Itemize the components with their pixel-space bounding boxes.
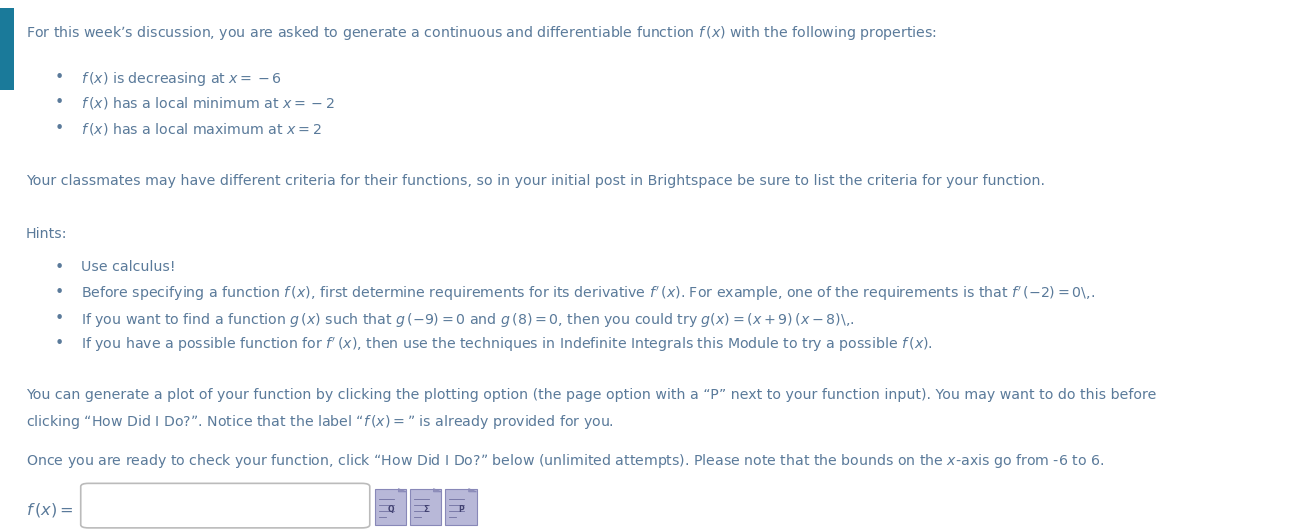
Text: Before specifying a function $f\,(x)$, first determine requirements for its deri: Before specifying a function $f\,(x)$, f… xyxy=(81,285,1095,303)
Text: Once you are ready to check your function, click “How Did I Do?” below (unlimite: Once you are ready to check your functio… xyxy=(26,452,1104,470)
Text: $f\,(x)$ has a local maximum at $x = 2$: $f\,(x)$ has a local maximum at $x = 2$ xyxy=(81,121,322,137)
Text: Q: Q xyxy=(388,505,393,514)
Text: $f\,(x)$ has a local minimum at $x = -2$: $f\,(x)$ has a local minimum at $x = -2$ xyxy=(81,95,335,111)
Text: $f\,(x)$ is decreasing at $x = -6$: $f\,(x)$ is decreasing at $x = -6$ xyxy=(81,70,281,88)
Text: •: • xyxy=(55,260,64,275)
FancyBboxPatch shape xyxy=(375,489,406,525)
Polygon shape xyxy=(398,489,406,492)
Text: clicking “How Did I Do?”. Notice that the label “$f\,(x) =$” is already provided: clicking “How Did I Do?”. Notice that th… xyxy=(26,413,615,431)
Text: You can generate a plot of your function by clicking the plotting option (the pa: You can generate a plot of your function… xyxy=(26,388,1156,402)
Text: P: P xyxy=(458,505,464,514)
Text: If you have a possible function for $f^{\prime}\,(x)$, then use the techniques i: If you have a possible function for $f^{… xyxy=(81,336,932,354)
Text: Hints:: Hints: xyxy=(26,227,68,241)
Text: •: • xyxy=(55,285,64,300)
Text: For this week’s discussion, you are asked to generate a continuous and different: For this week’s discussion, you are aske… xyxy=(26,24,937,42)
Text: •: • xyxy=(55,311,64,325)
Text: •: • xyxy=(55,121,64,136)
FancyBboxPatch shape xyxy=(445,489,477,525)
Polygon shape xyxy=(469,489,477,492)
Text: Σ: Σ xyxy=(423,505,428,514)
Text: •: • xyxy=(55,336,64,351)
Polygon shape xyxy=(434,489,441,492)
Text: $f\,(x) =$: $f\,(x) =$ xyxy=(26,501,74,519)
Text: •: • xyxy=(55,70,64,85)
FancyBboxPatch shape xyxy=(410,489,441,525)
Text: If you want to find a function $g\,(x)$ such that $g\,(-9) = 0$ and $g\,(8) = 0$: If you want to find a function $g\,(x)$ … xyxy=(81,311,854,329)
FancyBboxPatch shape xyxy=(0,8,14,90)
FancyBboxPatch shape xyxy=(81,483,370,528)
Text: Use calculus!: Use calculus! xyxy=(81,260,176,273)
Text: •: • xyxy=(55,95,64,110)
Text: Your classmates may have different criteria for their functions, so in your init: Your classmates may have different crite… xyxy=(26,174,1046,188)
